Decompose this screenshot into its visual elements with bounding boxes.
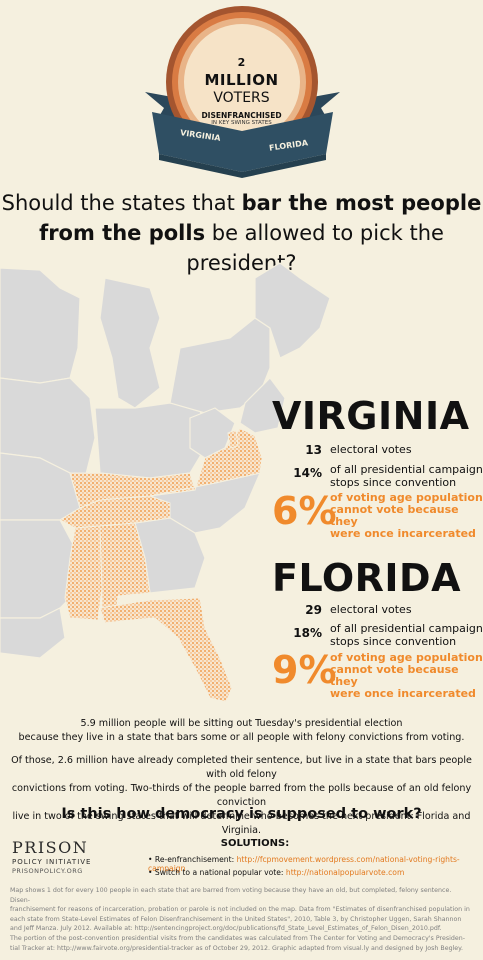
paragraph-1-line-2: because they live in a state that bars s… — [18, 732, 465, 743]
footnote-line-3: each state from State-Level Estimates of… — [10, 915, 462, 923]
virginia-electoral-label: electoral votes — [330, 443, 412, 456]
footnote-line-2: franchisement for reasons of incarcerati… — [10, 906, 470, 914]
solution-1-link[interactable]: http://fcpmovement.wordpress.com/nationa… — [148, 855, 460, 873]
badge-subtitle: IN KEY SWING STATES — [211, 120, 272, 126]
solution-2-link[interactable]: http://nationalpopularvote.com — [285, 868, 405, 877]
virginia-pct-label-2: cannot vote because they — [330, 503, 459, 528]
footnote: Map shows 1 dot for every 100 people in … — [10, 886, 472, 953]
paragraph-1-line-1: 5.9 million people will be sitting out T… — [80, 718, 403, 729]
solution-item-2: • Switch to a national popular vote: htt… — [148, 868, 404, 877]
paragraph-2-line-1: Of those, 2.6 million have already compl… — [11, 755, 472, 780]
florida-campaign-stops: 18% — [293, 626, 322, 640]
paragraph-2: Of those, 2.6 million have already compl… — [8, 754, 475, 838]
headline-line2-post: be allowed to pick the president? — [186, 221, 444, 275]
virginia-pct-label: of voting age population cannot vote bec… — [330, 492, 483, 540]
footnote-line-1: Map shows 1 dot for every 100 people in … — [10, 887, 452, 904]
ribbon-shadow — [159, 154, 326, 178]
closing-question: Is this how democracy is supposed to wor… — [61, 806, 422, 822]
logo-url: PRISONPOLICY.ORG — [12, 867, 83, 875]
solutions-title: SOLUTIONS: — [220, 838, 290, 849]
ribbon-front — [152, 112, 333, 172]
virginia-pct-label-1: of voting age population — [330, 491, 483, 504]
state-new-york-pa — [169, 317, 271, 414]
florida-electoral-label: electoral votes — [330, 603, 412, 616]
state-new-jersey-md-de — [239, 377, 286, 434]
virginia-disenfranchised-pct: 6% — [272, 489, 337, 533]
solution-2-label: Switch to a national popular vote: — [154, 868, 286, 877]
headline-line1-pre: Should the states that — [1, 191, 242, 215]
badge-million: MILLION — [204, 71, 279, 89]
headline: Should the states that bar the most peop… — [0, 188, 483, 278]
florida-pct-label-3: were once incarcerated — [330, 687, 476, 700]
solution-item-1: • Re-enfranchisement: http://fcpmovement… — [148, 855, 483, 873]
virginia-stops-label: of all presidential campaign stops since… — [330, 463, 483, 489]
badge-disenfranchised: DISENFRANCHISED — [201, 111, 282, 120]
florida-title: FLORIDA — [272, 556, 461, 600]
florida-pct-label: of voting age population cannot vote bec… — [330, 652, 483, 700]
footnote-line-5: The portion of the post-convention presi… — [10, 934, 465, 942]
paragraph-1: 5.9 million people will be sitting out T… — [8, 717, 475, 745]
florida-pct-label-2: cannot vote because they — [330, 663, 459, 688]
florida-disenfranchised-pct: 9% — [272, 648, 337, 692]
state-new-england — [254, 262, 331, 359]
footnote-line-6: tial Tracker at: http://www.fairvote.org… — [10, 944, 464, 952]
logo-prison: PRISON — [12, 838, 89, 857]
us-east-map — [0, 262, 331, 702]
florida-electoral-votes: 29 — [305, 603, 322, 617]
state-michigan — [99, 277, 161, 409]
virginia-stops-label-1: of all presidential campaign — [330, 463, 483, 476]
state-gulf-coast — [0, 607, 66, 659]
paragraph-2-line-3: live in two of the swing states that wil… — [12, 811, 471, 836]
headline-line2-bold: from the polls — [39, 221, 206, 245]
virginia-stops-label-2: stops since convention — [330, 476, 457, 489]
virginia-title: VIRGINIA — [272, 394, 470, 438]
state-arkansas-louisiana — [0, 519, 76, 619]
virginia-electoral-votes: 13 — [305, 443, 322, 457]
badge-number: 2 — [237, 56, 246, 69]
badge-center — [184, 24, 300, 140]
virginia-campaign-stops: 14% — [293, 466, 322, 480]
badge-graphic — [145, 6, 340, 178]
bullet-icon: • — [148, 855, 153, 864]
badge-voters: VOTERS — [213, 90, 270, 106]
paragraph-2-line-2: convictions from voting. Two-thirds of t… — [11, 783, 472, 808]
solution-1-label: Re-enfranchisement: — [154, 855, 237, 864]
footnote-line-4: and Jeff Manza. July 2012. Available at:… — [10, 925, 442, 933]
bullet-icon: • — [148, 868, 153, 877]
florida-stops-label-2: stops since convention — [330, 635, 457, 648]
florida-stops-label-1: of all presidential campaign — [330, 622, 483, 635]
florida-stops-label: of all presidential campaign stops since… — [330, 622, 483, 648]
logo-policy-initiative: POLICY INITIATIVE — [12, 858, 92, 866]
state-florida — [99, 597, 233, 702]
state-minnesota-wisconsin — [0, 267, 81, 384]
virginia-pct-label-3: were once incarcerated — [330, 527, 476, 540]
state-indiana-ohio — [94, 402, 206, 479]
florida-pct-label-1: of voting age population — [330, 651, 483, 664]
state-alabama — [99, 522, 151, 624]
state-delaware — [227, 429, 239, 449]
headline-line1-bold: bar the most people — [241, 191, 482, 215]
